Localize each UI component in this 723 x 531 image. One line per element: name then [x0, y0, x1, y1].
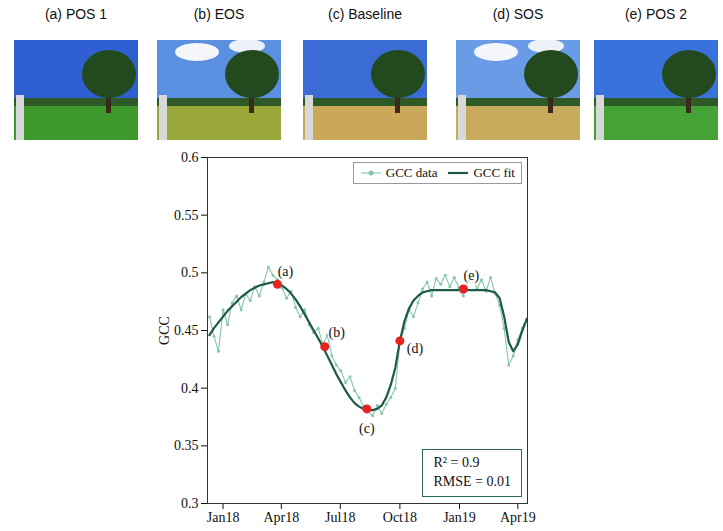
- svg-text:GCC: GCC: [157, 316, 172, 345]
- svg-text:Apr18: Apr18: [263, 510, 299, 525]
- svg-text:Jan18: Jan18: [207, 510, 240, 525]
- svg-text:(e): (e): [464, 268, 480, 284]
- svg-text:(c): (c): [359, 421, 375, 437]
- html-text:(e) POS 2: (e) POS 2: [624, 6, 688, 22]
- svg-text:0.3: 0.3: [181, 496, 199, 511]
- svg-text:(b): (b): [329, 325, 346, 341]
- html-text:GCC fit: GCC fit: [473, 165, 515, 180]
- svg-text:0.5: 0.5: [181, 265, 199, 280]
- html-text:(b) EOS: (b) EOS: [193, 6, 245, 22]
- svg-text:(d): (d): [407, 341, 424, 357]
- html-text:R² = 0.9: R² = 0.9: [433, 455, 480, 471]
- html-text:(a) POS 1: (a) POS 1: [44, 6, 108, 22]
- html-text:(c) Baseline: (c) Baseline: [328, 6, 402, 22]
- svg-text:0.45: 0.45: [174, 323, 199, 338]
- svg-text:Jan19: Jan19: [443, 510, 476, 525]
- html-text:RMSE = 0.01: RMSE = 0.01: [433, 474, 511, 490]
- svg-text:0.4: 0.4: [181, 381, 199, 396]
- html-text:GCC data: GCC data: [385, 165, 438, 180]
- svg-text:Jul18: Jul18: [325, 510, 355, 525]
- html-text:(d) SOS: (d) SOS: [492, 6, 544, 22]
- svg-text:(a): (a): [278, 264, 294, 280]
- svg-text:0.55: 0.55: [174, 208, 199, 223]
- svg-text:0.35: 0.35: [174, 438, 199, 453]
- svg-text:Apr19: Apr19: [500, 510, 536, 525]
- svg-text:Oct18: Oct18: [383, 510, 417, 525]
- svg-text:0.6: 0.6: [181, 150, 199, 165]
